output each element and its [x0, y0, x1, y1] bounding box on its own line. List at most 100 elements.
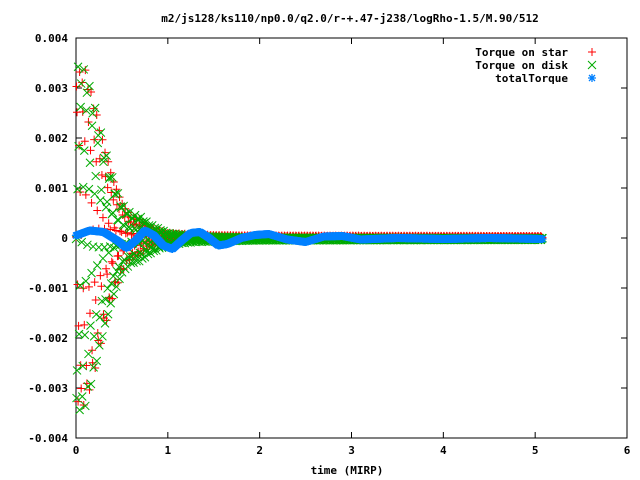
data-point — [109, 289, 119, 299]
data-point — [93, 138, 103, 148]
data-point — [125, 207, 134, 217]
x-tick-label: 1 — [165, 444, 172, 457]
chart-title: m2/js128/ks110/np0.0/q2.0/r-+.47-j238/lo… — [161, 12, 539, 25]
data-point — [97, 185, 106, 195]
y-tick-label: 0.004 — [35, 32, 68, 45]
data-point — [77, 237, 87, 247]
data-point — [93, 206, 102, 215]
data-point — [85, 158, 95, 168]
y-tick-label: -0.002 — [28, 332, 68, 345]
data-point — [85, 81, 94, 91]
series-totaltorque — [72, 226, 547, 253]
data-point — [113, 188, 123, 198]
data-point — [132, 256, 142, 266]
data-point — [139, 219, 149, 228]
data-point — [96, 196, 105, 205]
data-point — [72, 366, 82, 375]
data-point — [84, 184, 94, 194]
data-point — [127, 230, 136, 239]
data-point — [80, 330, 90, 340]
x-tick-label: 6 — [624, 444, 631, 457]
x-axis: 0 1 2 3 4 5 6 — [73, 38, 631, 457]
data-point — [77, 384, 86, 393]
x-tick-label: 4 — [440, 444, 447, 457]
data-point — [75, 68, 84, 77]
data-point — [87, 198, 96, 207]
legend-label: totalTorque — [495, 72, 568, 85]
y-tick-label: 0.002 — [35, 132, 68, 145]
data-point — [104, 219, 113, 228]
data-point — [76, 102, 86, 112]
data-point — [156, 225, 165, 235]
data-point — [85, 385, 94, 394]
legend-marker — [587, 60, 597, 70]
data-point — [102, 316, 111, 325]
data-point — [80, 401, 90, 411]
data-point — [75, 281, 85, 290]
x-tick-label: 3 — [348, 444, 355, 457]
y-tick-label: 0.001 — [35, 182, 68, 195]
data-point — [129, 249, 139, 259]
data-point — [538, 235, 547, 243]
data-point — [103, 270, 112, 279]
data-point — [104, 157, 113, 166]
data-point — [87, 121, 97, 131]
data-point — [81, 276, 91, 286]
legend-marker — [588, 48, 596, 56]
data-point — [97, 282, 106, 291]
data-point — [87, 268, 96, 278]
data-point — [72, 393, 81, 403]
data-point — [90, 189, 100, 199]
data-point — [102, 264, 111, 273]
data-point — [106, 298, 116, 308]
data-point — [104, 174, 114, 184]
data-point — [98, 135, 107, 144]
y-tick-label: -0.001 — [28, 282, 68, 295]
x-tick-label: 0 — [73, 444, 80, 457]
data-point — [88, 108, 97, 118]
data-point — [86, 379, 96, 389]
data-point — [107, 257, 116, 266]
y-tick-label: -0.004 — [28, 432, 68, 445]
y-tick-label: 0 — [61, 232, 68, 245]
data-point — [130, 210, 140, 220]
data-point — [76, 79, 86, 88]
data-point — [137, 254, 147, 263]
data-point — [75, 405, 84, 415]
data-point — [100, 318, 110, 328]
data-point — [103, 183, 112, 192]
data-point — [86, 146, 95, 155]
data-point — [73, 62, 83, 72]
data-point — [103, 309, 113, 319]
data-point — [78, 182, 88, 192]
data-point — [85, 309, 94, 318]
data-point — [112, 282, 121, 292]
data-point — [92, 356, 102, 366]
data-point — [82, 106, 91, 115]
data-point — [101, 295, 110, 304]
data-point — [108, 208, 118, 218]
data-point — [149, 246, 159, 256]
data-point — [115, 274, 124, 284]
data-point — [73, 280, 82, 289]
data-point — [74, 321, 83, 330]
data-point — [141, 245, 150, 255]
data-point — [106, 279, 116, 288]
data-point — [113, 215, 122, 225]
data-point — [73, 184, 82, 194]
data-point — [101, 202, 111, 212]
data-point — [142, 217, 151, 226]
data-point — [126, 258, 136, 268]
data-point — [90, 278, 99, 287]
legend-label: Torque on disk — [475, 59, 568, 72]
data-point — [89, 363, 98, 372]
data-point — [89, 332, 99, 341]
data-point — [129, 258, 138, 267]
data-point — [80, 137, 89, 146]
data-point — [84, 349, 93, 359]
data-point — [117, 227, 126, 236]
data-point — [111, 189, 120, 199]
y-tick-label: -0.003 — [28, 382, 68, 395]
